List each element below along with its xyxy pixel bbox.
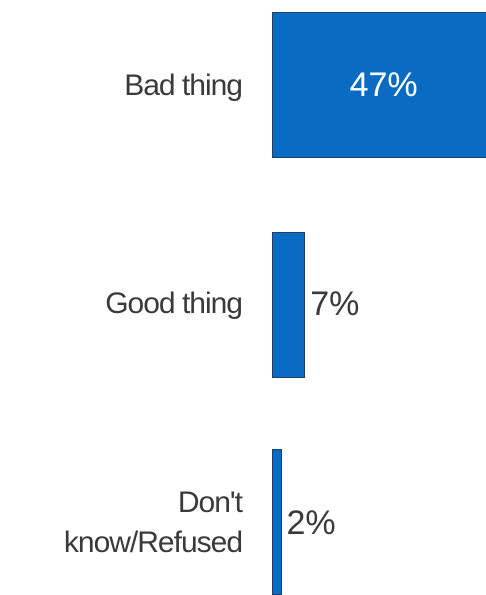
- category-label: Don't know/Refused: [63, 486, 243, 559]
- value-label: 7%: [310, 285, 360, 323]
- category-label: Bad thing: [124, 69, 243, 102]
- value-label: 47%: [349, 66, 418, 104]
- value-label: 2%: [286, 504, 336, 542]
- bar: [272, 449, 282, 595]
- category-label: Good thing: [105, 287, 243, 320]
- bar: [272, 232, 306, 378]
- bar: [272, 12, 486, 158]
